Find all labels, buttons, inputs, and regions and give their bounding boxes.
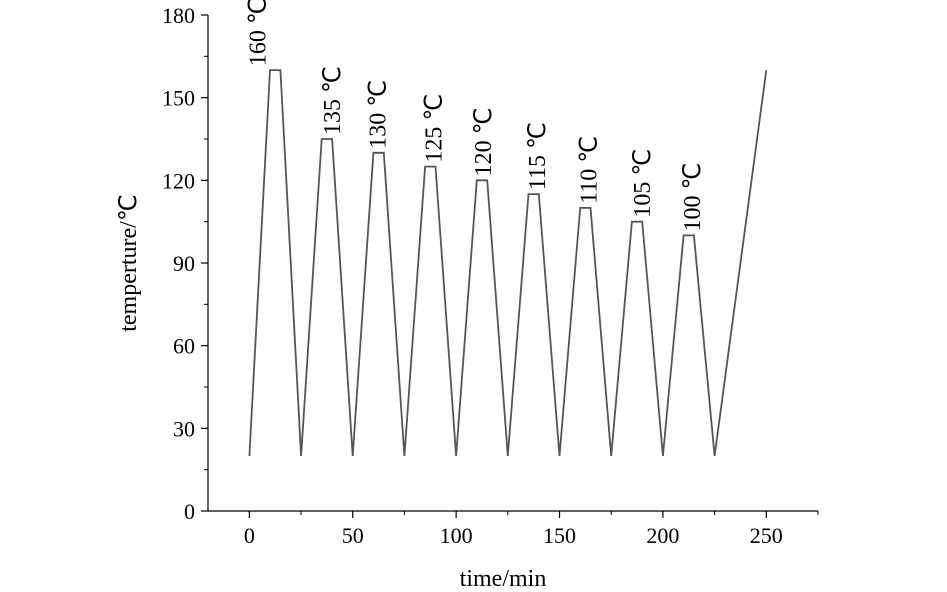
x-tick-label: 0 [244, 523, 255, 548]
peak-label: 130 ℃ [366, 80, 392, 149]
peak-label: 125 ℃ [421, 94, 447, 163]
x-tick-label: 100 [440, 523, 473, 548]
peak-label: 110 ℃ [576, 136, 602, 204]
y-tick-label: 30 [173, 416, 195, 441]
peak-label: 120 ℃ [471, 107, 497, 176]
y-axis-label: temperture/℃ [116, 194, 142, 332]
x-tick-label: 50 [342, 523, 364, 548]
x-tick-label: 150 [543, 523, 576, 548]
y-tick-label: 120 [162, 168, 195, 193]
y-tick-label: 180 [162, 3, 195, 28]
x-tick-label: 250 [750, 523, 783, 548]
y-tick-label: 150 [162, 86, 195, 111]
y-tick-label: 60 [173, 334, 195, 359]
peak-label: 105 ℃ [630, 149, 656, 218]
peak-label: 100 ℃ [680, 162, 706, 231]
series-line [248, 69, 768, 457]
y-tick-label: 90 [173, 251, 195, 276]
series-group [248, 69, 768, 457]
peak-label: 160 ℃/5 min [246, 0, 272, 66]
peak-label: 135 ℃ [320, 66, 346, 135]
axes: 0 50 100 150 200 250 0 30 60 90 120 150 180 [162, 3, 819, 548]
peak-labels: 160 ℃/5 min 135 ℃ 130 ℃ 125 ℃ 120 ℃ 115 ℃ 110 … [246, 0, 706, 231]
x-tick-label: 200 [646, 523, 679, 548]
peak-label: 115 ℃ [525, 122, 551, 190]
y-tick-label: 0 [184, 499, 195, 524]
x-axis-label: time/min [460, 566, 547, 592]
